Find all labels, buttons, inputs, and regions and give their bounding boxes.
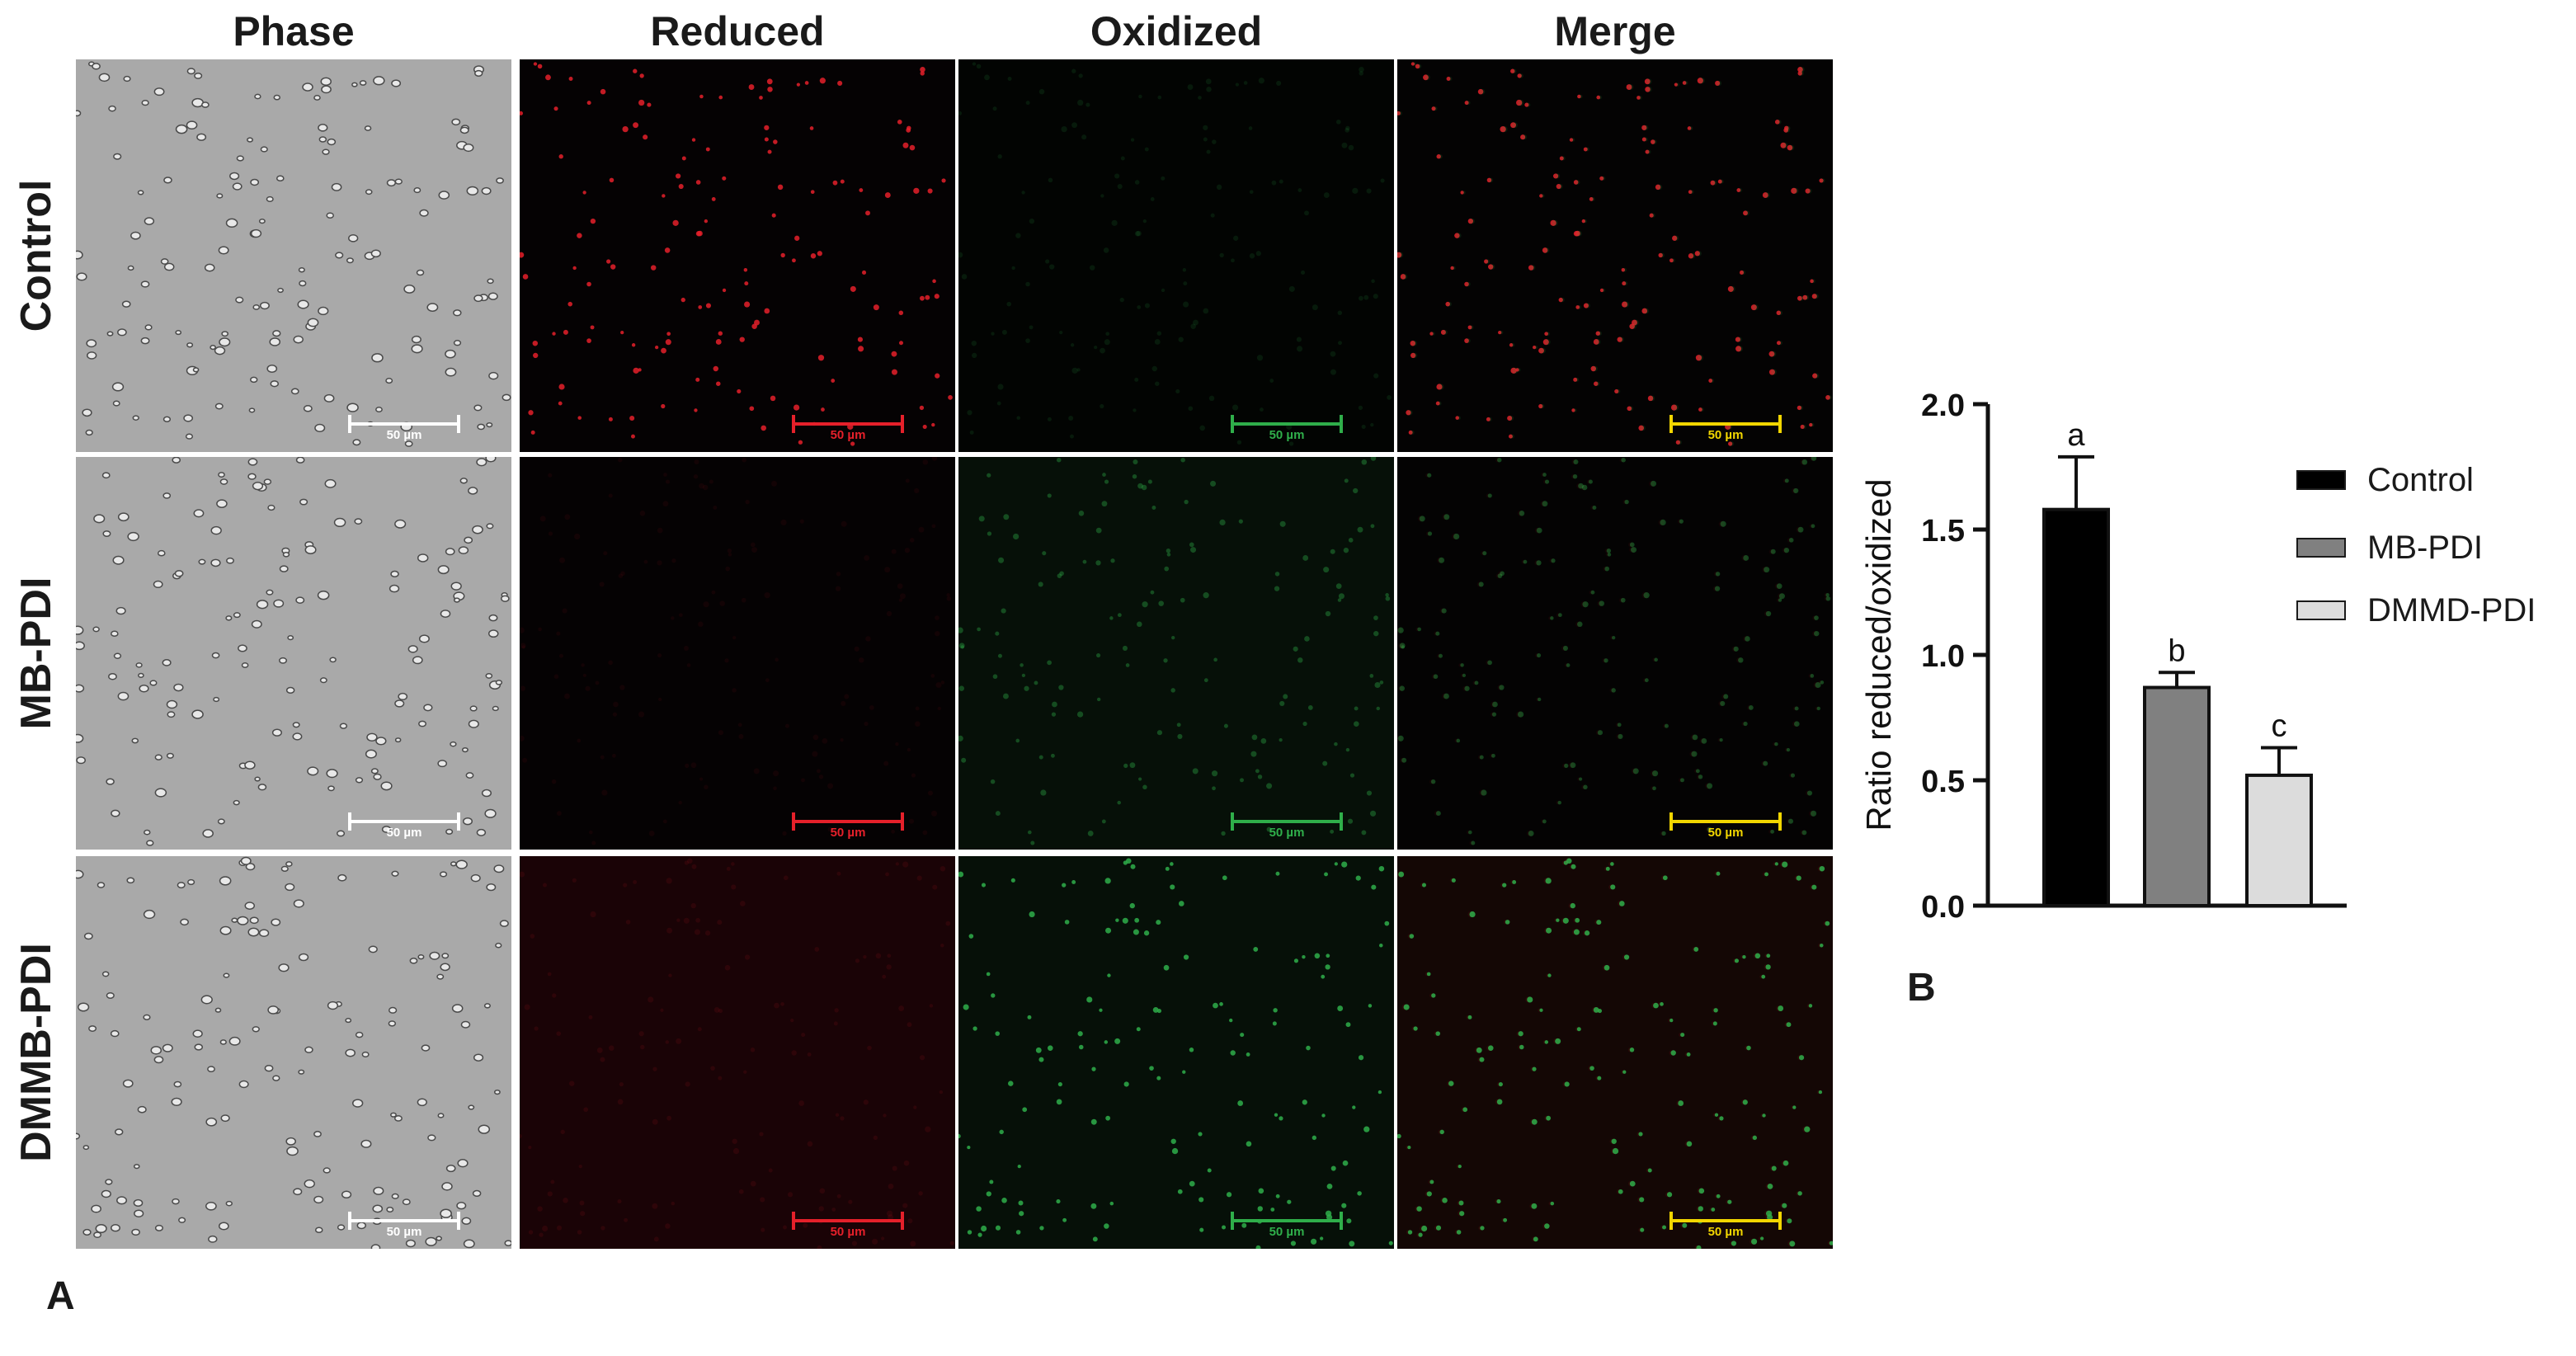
panel-letter-b: B [1907, 966, 1936, 1010]
scale-bar-label: 50 µm [830, 428, 866, 442]
micrograph-phase-dmmb-pdi: 50 µm [76, 856, 511, 1249]
scale-bar-label: 50 µm [386, 826, 422, 840]
significance-letter: b [2168, 633, 2185, 668]
y-tick-label: 1.5 [1921, 514, 1965, 549]
scale-bar-label: 50 µm [1707, 428, 1744, 442]
micrograph-merge-dmmb-pdi: 50 µm [1397, 856, 1833, 1249]
column-header-oxidized: Oxidized [1090, 8, 1263, 54]
scale-bar [348, 812, 460, 831]
scale-bar-label: 50 µm [1707, 826, 1744, 840]
micrograph-reduced-control: 50 µm [520, 59, 955, 452]
panel-letter-a: A [46, 1274, 75, 1318]
bar-mb-pdi [2143, 685, 2211, 907]
micrograph-phase-mb-pdi: 50 µm [76, 457, 511, 850]
scale-bar [1231, 812, 1343, 831]
row-label-control: Control [12, 179, 60, 332]
row-label-mb-pdi: MB-PDI [12, 577, 60, 730]
legend-label: MB-PDI [2367, 530, 2483, 566]
legend-swatch [2296, 538, 2346, 558]
scale-bar [1669, 1212, 1782, 1230]
y-tick-label: 2.0 [1921, 388, 1965, 423]
y-tick-label: 0.0 [1921, 890, 1965, 925]
scale-bar-label: 50 µm [386, 428, 422, 442]
significance-letter: a [2067, 418, 2085, 453]
scale-bar-label: 50 µm [1707, 1225, 1744, 1239]
bar-dmmd-pdi [2245, 773, 2313, 908]
row-label-dmmb-pdi: DMMB-PDI [12, 943, 60, 1162]
micrograph-merge-mb-pdi: 50 µm [1397, 457, 1833, 850]
scale-bar-label: 50 µm [1269, 826, 1305, 840]
column-header-phase: Phase [233, 8, 355, 54]
column-header-merge: Merge [1554, 8, 1676, 54]
micrograph-oxidized-mb-pdi: 50 µm [958, 457, 1394, 850]
y-tick-label: 1.0 [1921, 639, 1965, 674]
y-tick-label: 0.5 [1921, 765, 1965, 799]
legend-swatch [2296, 470, 2346, 490]
scale-bar-label: 50 µm [830, 1225, 866, 1239]
scale-bar [1669, 812, 1782, 831]
legend-swatch [2296, 600, 2346, 620]
bar-chart: 0.0 0.5 1.0 1.5 2.0 Ratio reduced/oxidized a b c [1859, 388, 2347, 925]
scale-bar-label: 50 µm [1269, 428, 1305, 442]
micrograph-oxidized-dmmb-pdi: 50 µm [958, 856, 1394, 1249]
scale-bar [792, 415, 904, 433]
scale-bar [1231, 1212, 1343, 1230]
bar-control [2042, 507, 2110, 907]
column-header-reduced: Reduced [650, 8, 825, 54]
significance-letter: c [2272, 709, 2287, 743]
micrograph-merge-control: 50 µm [1397, 59, 1833, 452]
micrograph-oxidized-control: 50 µm [958, 59, 1394, 452]
scale-bar [348, 415, 460, 433]
scale-bar-label: 50 µm [386, 1225, 422, 1239]
scale-bar [348, 1212, 460, 1230]
legend-label: Control [2367, 462, 2474, 498]
micrograph-reduced-dmmb-pdi: 50 µm [520, 856, 955, 1249]
micrograph-phase-control: 50 µm [76, 59, 511, 452]
scale-bar-label: 50 µm [830, 826, 866, 840]
scale-bar [1669, 415, 1782, 433]
scale-bar [792, 1212, 904, 1230]
micrograph-reduced-mb-pdi: 50 µm [520, 457, 955, 850]
scale-bar [792, 812, 904, 831]
legend-label: DMMD-PDI [2367, 592, 2536, 629]
scale-bar-label: 50 µm [1269, 1225, 1305, 1239]
y-axis-label: Ratio reduced/oxidized [1859, 478, 1898, 831]
scale-bar [1231, 415, 1343, 433]
